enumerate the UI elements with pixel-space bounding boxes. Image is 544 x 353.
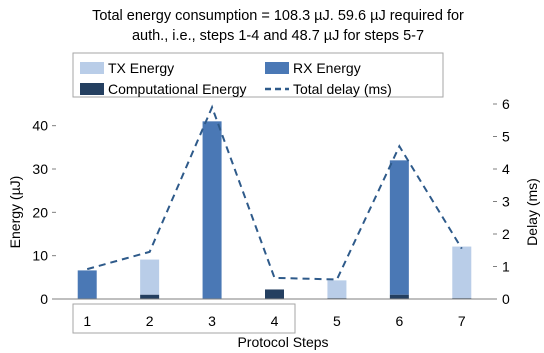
x-tick-label: 3 [208, 313, 216, 329]
y-tick-label: 10 [32, 248, 48, 264]
bar-tx-energy-step-7 [452, 246, 472, 299]
legend-label-rx-energy: RX Energy [293, 60, 361, 76]
bar-computational-energy-step-6 [389, 294, 409, 299]
legend-swatch-rx-energy [265, 62, 289, 74]
x-tick-label: 2 [146, 313, 154, 329]
y2-tick-label: 0 [502, 291, 510, 307]
x-tick-label: 1 [83, 313, 91, 329]
y2-axis-label: Delay (ms) [524, 178, 540, 246]
x-axis-label: Protocol Steps [237, 334, 328, 350]
y2-tick-label: 3 [502, 194, 510, 210]
legend-swatch-tx-energy [80, 62, 104, 74]
x-tick-label: 5 [333, 313, 341, 329]
y2-tick-label: 2 [502, 226, 510, 242]
x-tick-label: 4 [271, 313, 279, 329]
bar-rx-energy-step-6 [389, 160, 409, 295]
bar-computational-energy-step-4 [265, 289, 284, 299]
legend-label-computational-energy: Computational Energy [108, 81, 247, 97]
bar-tx-energy-step-2 [140, 259, 160, 295]
bar-rx-energy-step-3 [202, 121, 222, 299]
y-tick-label: 0 [40, 291, 48, 307]
legend-swatch-computational-energy [80, 83, 104, 95]
legend-label-tx-energy: TX Energy [108, 60, 174, 76]
y2-tick-label: 4 [502, 161, 510, 177]
y-tick-label: 40 [32, 118, 48, 134]
bar-tx-energy-step-5 [327, 280, 347, 299]
x-tick-label: 6 [395, 313, 403, 329]
chart-title-line-2: auth., i.e., steps 1-4 and 48.7 µJ for s… [132, 28, 424, 44]
plot-area [56, 104, 493, 334]
bar-rx-energy-step-1 [77, 270, 97, 299]
y2-tick-label: 1 [502, 259, 510, 275]
legend: TX Energy RX Energy Computational Energy To… [72, 52, 444, 98]
legend-frame [72, 52, 444, 98]
legend-label-total-delay-ms: Total delay (ms) [293, 81, 392, 97]
y-tick-label: 30 [32, 161, 48, 177]
y2-tick-label: 6 [502, 96, 510, 112]
chart-title-line-1: Total energy consumption = 108.3 µJ. 59.… [92, 8, 464, 24]
y-axis-label: Energy (µJ) [7, 176, 23, 249]
bar-computational-energy-step-2 [140, 294, 160, 299]
line-total-delay [86, 104, 463, 281]
authentication-steps-box [72, 303, 296, 334]
y2-tick-label: 5 [502, 129, 510, 145]
y-tick-label: 20 [32, 204, 48, 220]
x-tick-label: 7 [458, 313, 466, 329]
